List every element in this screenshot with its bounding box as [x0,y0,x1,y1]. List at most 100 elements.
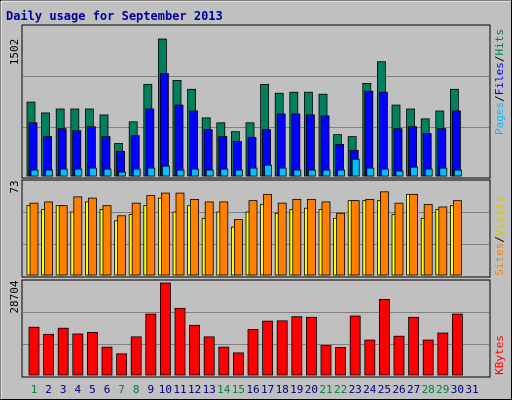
bar-pages-day-18 [278,167,287,177]
bar-kbytes-day-9 [145,313,157,376]
bar-sites-day-1 [29,202,39,276]
bar-kbytes-day-28 [422,339,434,376]
bottom-ymax-label: 28704 [8,280,21,313]
bar-files-day-1 [28,122,38,177]
bar-sites-day-15 [233,219,243,276]
bar-pages-day-12 [191,168,200,177]
bar-kbytes-day-4 [72,333,84,376]
bar-sites-day-13 [204,201,214,276]
day-label-29: 29 [436,383,449,396]
bar-kbytes-day-17 [262,320,274,376]
bar-kbytes-day-30 [451,313,463,376]
bar-kbytes-day-27 [408,316,420,376]
day-label-16: 16 [246,383,259,396]
bar-kbytes-day-23 [349,315,361,376]
bar-kbytes-day-16 [247,329,259,376]
bar-sites-day-14 [219,201,229,276]
bar-pages-day-3 [59,168,68,177]
bar-kbytes-day-20 [305,316,317,376]
legend-sites: Sites [493,243,506,276]
bar-sites-day-21 [321,201,331,276]
bar-sites-day-29 [438,206,448,276]
bar-kbytes-day-8 [130,336,142,376]
bar-pages-day-5 [89,167,97,177]
legend-hits: Hits [493,29,506,56]
bar-pages-day-15 [234,169,243,177]
bar-files-day-12 [189,110,199,177]
bar-sites-day-19 [292,198,302,276]
bar-kbytes-day-24 [364,339,376,376]
bar-kbytes-day-29 [437,332,449,376]
legend-kbytes: KBytes [493,335,506,375]
day-label-11: 11 [173,383,186,396]
bar-sites-day-6 [102,205,112,276]
bar-sites-day-4 [73,196,83,276]
day-label-5: 5 [89,383,96,396]
day-label-25: 25 [378,383,391,396]
bar-sites-day-9 [146,195,156,276]
legend-sep-3: / [493,236,506,243]
bar-pages-day-26 [395,170,404,177]
bar-sites-day-30 [452,200,462,276]
day-label-1: 1 [31,383,38,396]
bar-pages-day-27 [410,166,419,177]
bar-sites-day-20 [306,198,316,276]
bar-pages-day-23 [351,158,360,177]
day-label-21: 21 [319,383,332,396]
bar-sites-day-25 [379,191,389,276]
top-ymax-label: 1502 [8,39,21,66]
day-label-14: 14 [217,383,231,396]
bar-files-day-25 [378,91,388,177]
day-label-10: 10 [159,383,172,396]
bars-layer [26,38,463,376]
day-label-8: 8 [133,383,140,396]
day-label-7: 7 [118,383,125,396]
day-label-24: 24 [363,383,377,396]
bar-pages-day-16 [249,167,258,177]
chart-title: Daily usage for September 2013 [6,9,223,23]
bar-kbytes-day-11 [174,307,186,376]
bar-sites-day-17 [263,193,273,276]
bar-pages-day-13 [205,169,214,177]
day-label-23: 23 [349,383,362,396]
legend-files: Files [493,62,506,95]
bar-pages-day-1 [30,169,39,177]
bar-pages-day-17 [264,164,273,177]
bar-sites-day-8 [131,202,141,276]
bar-kbytes-day-22 [335,347,347,376]
bar-sites-day-22 [336,212,346,276]
bar-pages-day-4 [74,168,83,177]
day-label-13: 13 [203,383,216,396]
bar-pages-day-9 [147,167,156,177]
bar-sites-day-18 [277,202,287,276]
bar-sites-day-5 [88,197,97,276]
bar-pages-day-19 [293,169,302,177]
bar-sites-day-12 [190,198,200,276]
bar-kbytes-day-19 [291,316,303,376]
bar-pages-day-22 [337,169,346,177]
bar-files-day-13 [203,129,213,177]
day-label-28: 28 [422,383,435,396]
day-label-22: 22 [334,383,347,396]
bar-kbytes-day-14 [218,346,230,376]
bar-pages-day-14 [220,168,229,177]
day-label-3: 3 [60,383,67,396]
bar-pages-day-28 [424,168,433,177]
bar-kbytes-day-6 [101,346,113,376]
bar-files-day-30 [451,110,461,177]
day-labels: 1 2 3 4 5 6 7 8 9 10 11 12 13 14 15 16 17 18 19 20 21 22 23 24 2… [31,383,479,396]
bar-files-day-19 [291,113,301,177]
day-label-2: 2 [45,383,52,396]
bar-sites-day-28 [423,204,433,276]
day-label-18: 18 [276,383,289,396]
bar-pages-day-20 [307,169,316,177]
bar-files-day-20 [305,114,315,177]
bar-kbytes-day-7 [116,353,127,376]
bar-pages-day-29 [439,167,448,177]
bar-sites-day-7 [117,215,126,276]
bar-files-day-21 [320,115,330,177]
bar-sites-day-24 [365,198,375,276]
bar-kbytes-day-5 [87,331,98,376]
